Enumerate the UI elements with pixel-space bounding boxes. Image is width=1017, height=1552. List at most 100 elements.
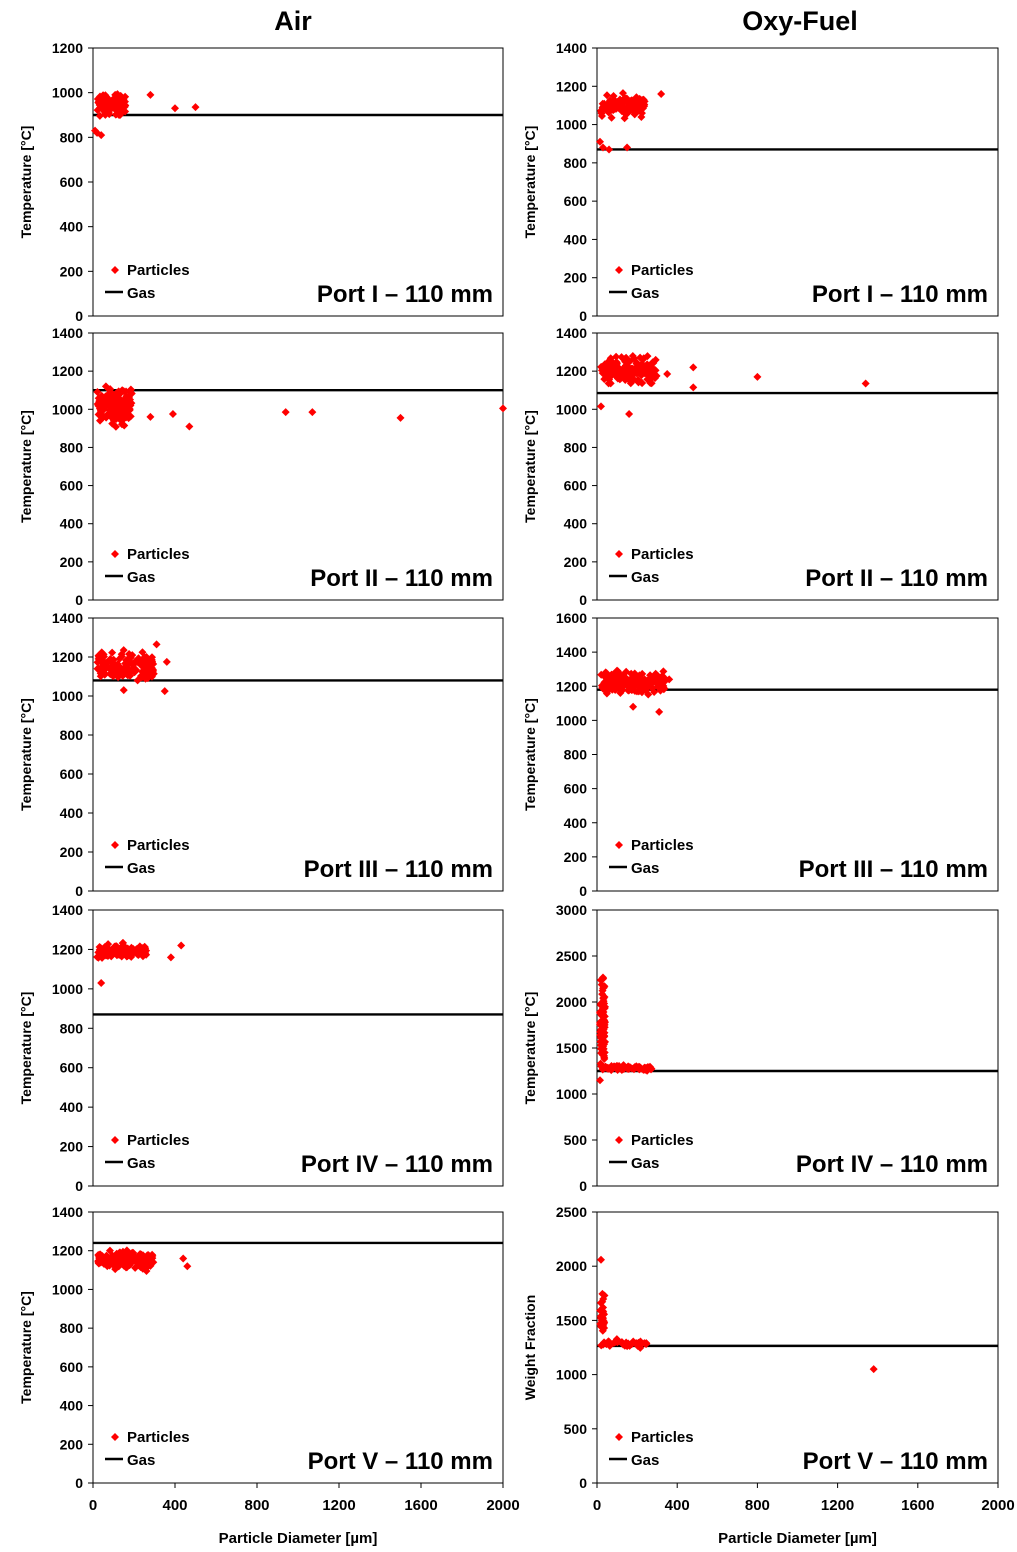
particle-point <box>605 145 614 154</box>
legend-gas-label: Gas <box>127 569 155 586</box>
y-tick-label: 400 <box>60 1099 84 1115</box>
y-tick-label: 1000 <box>52 1281 83 1297</box>
particle-point <box>640 1064 649 1073</box>
x-tick-label: 1600 <box>404 1497 437 1514</box>
y-tick-label: 600 <box>564 193 588 209</box>
particle-point <box>112 1249 121 1258</box>
y-tick-label: 1400 <box>52 325 83 341</box>
particle-point <box>656 686 665 695</box>
chart-panel-7: 0 200 400 600 800 1000 1200 1400 Temperature [°C… <box>18 902 504 1194</box>
y-axis-label: Temperature [°C] <box>18 126 34 239</box>
y-tick-label: 1400 <box>556 644 587 660</box>
chart-panel-9: 0 200 400 600 800 1000 1200 1400 Temperature [°C… <box>18 1204 520 1547</box>
particle-point <box>121 1257 130 1266</box>
particles-series <box>596 973 656 1085</box>
particle-point <box>624 676 633 685</box>
particle-point <box>118 386 127 395</box>
x-tick-label: 1600 <box>901 1497 934 1514</box>
particle-point <box>599 993 608 1002</box>
legend-particles-marker <box>615 1433 623 1441</box>
particles-series <box>93 938 186 987</box>
particle-point <box>94 1250 103 1259</box>
x-tick-label: 400 <box>665 1497 690 1514</box>
particle-point <box>660 674 669 683</box>
particle-point <box>625 357 634 366</box>
y-tick-label: 0 <box>75 1475 83 1491</box>
particle-point <box>141 654 150 663</box>
port-label: Port IV – 110 mm <box>301 1151 493 1178</box>
particle-point <box>396 413 405 422</box>
y-tick-label: 600 <box>60 766 84 782</box>
particle-point <box>657 89 666 98</box>
particle-point <box>97 102 106 111</box>
particle-point <box>108 419 117 428</box>
y-tick-label: 200 <box>60 844 84 860</box>
particle-point <box>93 664 102 673</box>
y-tick-label: 800 <box>60 129 84 145</box>
particle-point <box>627 105 636 114</box>
particle-point <box>753 372 762 381</box>
particle-point <box>612 371 621 380</box>
plot-frame <box>92 909 504 1187</box>
chart-panel-8: 0 500 1000 1500 2000 2500 3000 Temperature [°C]… <box>522 902 999 1194</box>
particle-point <box>640 675 649 684</box>
particle-point <box>634 678 643 687</box>
chart-panel-10: 0 500 1000 1500 2000 2500 Weight Fraction 0 400 8… <box>522 1204 1015 1547</box>
particles-series <box>94 1246 192 1275</box>
particle-point <box>116 98 125 107</box>
y-tick-label: 200 <box>60 554 84 570</box>
y-tick-label: 400 <box>564 516 588 532</box>
particle-point <box>114 1262 123 1271</box>
particle-point <box>643 375 652 384</box>
y-tick-label: 1500 <box>556 1040 587 1056</box>
x-tick-label: 800 <box>745 1497 770 1514</box>
particle-point <box>146 90 155 99</box>
chart-panel-5: 0 200 400 600 800 1000 1200 1400 Temperature [°C… <box>18 610 504 899</box>
particle-point <box>596 1019 605 1028</box>
particle-point <box>596 1044 605 1053</box>
y-axis-label: Temperature [°C] <box>522 126 538 239</box>
y-tick-label: 200 <box>564 554 588 570</box>
particle-point <box>105 110 114 119</box>
y-tick-label: 1600 <box>556 610 587 626</box>
particle-point <box>125 659 134 668</box>
y-axis-label: Temperature [°C] <box>522 410 538 523</box>
particle-point <box>628 352 637 361</box>
y-tick-label: 1000 <box>556 712 587 728</box>
legend-particles-marker <box>111 1433 119 1441</box>
plot-frame <box>596 47 999 317</box>
particle-point <box>127 952 136 961</box>
particle-point <box>162 657 171 666</box>
y-tick-label: 1200 <box>52 363 83 379</box>
y-tick-label: 1200 <box>556 363 587 379</box>
particle-point <box>127 1250 136 1259</box>
legend-particles-label: Particles <box>127 1132 190 1149</box>
y-tick-label: 200 <box>60 263 84 279</box>
y-tick-label: 3000 <box>556 902 587 918</box>
particle-point <box>600 1291 609 1300</box>
legend-particles-marker <box>615 550 623 558</box>
y-tick-label: 1000 <box>556 1086 587 1102</box>
particle-point <box>618 1063 627 1072</box>
particle-point <box>171 104 179 113</box>
y-tick-label: 800 <box>60 727 84 743</box>
particle-point <box>99 652 108 661</box>
y-tick-label: 1000 <box>556 1367 587 1383</box>
particle-point <box>281 408 290 417</box>
y-tick-label: 1000 <box>556 401 587 417</box>
particle-point <box>601 366 610 375</box>
particle-point <box>135 1250 144 1259</box>
x-tick-label: 1200 <box>322 1497 355 1514</box>
particle-point <box>139 949 148 958</box>
particle-point <box>637 109 646 118</box>
particle-point <box>648 678 657 687</box>
legend-particles-label: Particles <box>127 262 190 279</box>
y-tick-label: 0 <box>75 592 83 608</box>
particle-point <box>629 367 638 376</box>
legend-particles-marker <box>615 841 623 849</box>
particle-point <box>605 375 614 384</box>
particle-point <box>177 941 186 950</box>
y-tick-label: 1000 <box>52 981 83 997</box>
particle-point <box>597 1316 606 1325</box>
particles-series <box>91 90 200 140</box>
